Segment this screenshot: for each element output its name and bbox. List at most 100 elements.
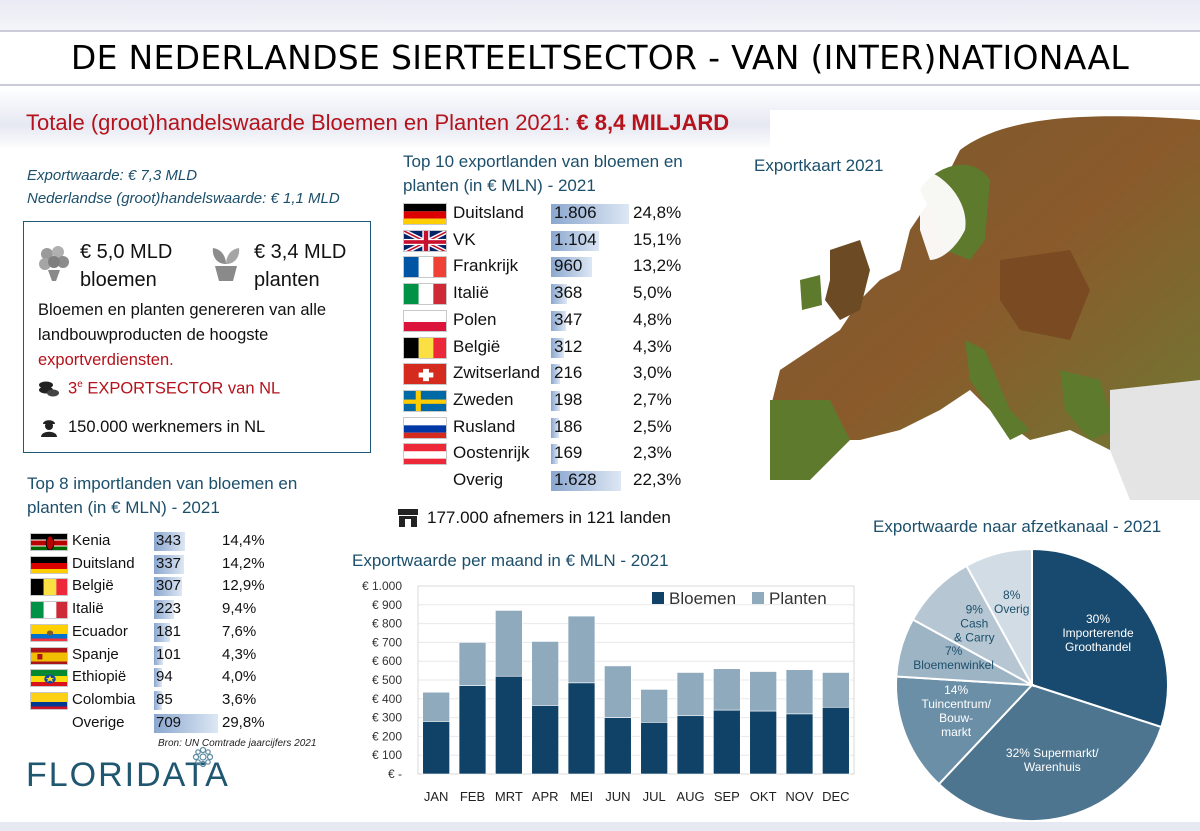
info-paragraph: Bloemen en planten genereren van alle la… [38,298,368,373]
top10-value: 368 [554,283,583,303]
legend-label: Planten [769,589,827,608]
plants-value: € 3,4 MLD [254,241,347,263]
x-tick-label: SEP [714,789,740,804]
top8-value: 181 [156,622,182,640]
x-tick-label: AUG [676,789,704,804]
bar-planten [822,672,850,708]
top8-percentage: 14,4% [222,532,265,549]
pie-slice [1031,547,1169,729]
flag-pl-icon [403,309,447,332]
map-title: Exportkaart 2021 [754,156,884,175]
monthly-export-chart: Exportwaarde per maand in € MLN - 2021 €… [352,551,855,804]
top10-value-bar [551,444,559,465]
top10-country-name: Zwitserland [453,363,540,383]
top8-row: Colombia 85 3,6% [30,689,330,711]
top10-row: Duitsland 1.806 24,8% [403,201,723,227]
top10-row: Overig 1.628 22,3% [403,468,723,494]
y-tick-label: € 500 [372,673,402,687]
top8-percentage: 4,0% [222,668,257,686]
x-tick-label: JAN [424,789,449,804]
top10-country-name: Frankrijk [453,256,519,276]
x-tick-label: FEB [460,789,485,804]
top8-percentage: 4,3% [222,645,257,663]
top8-title: Top 8 importlanden van bloemen en plante… [27,474,298,517]
top10-row: Frankrijk 960 13,2% [403,254,723,280]
top10-row: Zwitserland 216 3,0% [403,361,723,387]
top8-value-bar [154,713,218,733]
top10-value: 186 [554,416,583,436]
export-sector-text: 3e EXPORTSECTOR van NL [68,379,280,399]
top8-country-name: Colombia [72,690,136,708]
export-value-line: Exportwaarde: € 7,3 MLD [27,167,198,184]
info-paragraph-highlight: exportverdiensten. [38,351,174,369]
top8-value: 307 [156,577,182,595]
y-tick-label: € 800 [372,617,402,631]
y-tick-label: € 1.000 [362,579,402,593]
top-decor-bar [0,0,1200,30]
top8-value-bar [154,622,171,642]
logo-flower-icon [192,746,214,768]
source-note: Bron: UN Comtrade jaarcijfers 2021 [158,738,317,749]
bar-bloemen [567,682,596,775]
subtitle: Totale (groot)handelswaarde Bloemen en P… [26,110,729,136]
top8-value: 85 [156,690,173,708]
flag-de-icon [403,203,447,225]
flag-es-icon [30,646,68,665]
logo: FLORIDATA [26,756,230,794]
plot-frame [417,585,855,775]
top8-country-name: Spanje [72,645,119,663]
pie-slice-label: 14% Tuincentrum/Bouw-markt [921,683,991,739]
x-tick-label: DEC [822,789,849,804]
workers-row: 150.000 werknemers in NL [38,416,265,438]
top10-value-bar [551,337,565,358]
top10-country-name: Oostenrijk [453,443,530,463]
top8-value: 337 [156,554,182,572]
y-tick-label: € 300 [372,711,402,725]
flag-ch-icon [403,363,447,386]
customers-row: 177.000 afnemers in 121 landen [397,508,671,528]
bar-bloemen [749,710,777,775]
top8-value: 101 [156,645,182,663]
sector-label: EXPORTSECTOR van NL [82,379,281,398]
info-paragraph-text: Bloemen en planten genereren van alle la… [38,301,327,344]
bar-chart-title: Exportwaarde per maand in € MLN - 2021 [352,551,669,570]
top10-row: Italië 368 5,0% [403,281,723,307]
bar-planten [495,610,523,677]
top10-value: 216 [554,363,583,383]
bottom-decor-bar [0,822,1200,831]
top8-country-name: Overige [72,713,125,731]
bar-bloemen [531,705,559,775]
top10-row: Oostenrijk 169 2,3% [403,441,723,467]
bar-planten [713,668,741,711]
top10-value-bar [551,364,561,385]
top8-row: Duitsland 337 14,2% [30,553,330,575]
top10-percentage: 5,0% [633,283,672,303]
bar-planten [785,669,814,715]
plants-label: planten [254,269,320,291]
top10-country-name: Overig [453,470,504,489]
flag-uk-icon [403,229,447,252]
y-tick-label: € 900 [372,598,402,612]
pie-slice-label: 30% Importerende Groothandel [1062,612,1134,654]
sector-rank-suffix: e [77,379,83,391]
top10-percentage: 24,8% [633,203,682,222]
top10-value-bar [551,204,629,224]
flag-be-icon [30,578,68,597]
x-tick-label: APR [532,789,559,804]
top8-row: Ethiopië 94 4,0% [30,666,330,688]
flag-fr-icon [403,256,447,279]
top10-value-bar [551,390,560,411]
top10-row: Rusland 186 2,5% [403,415,723,441]
flag-de-icon [30,555,68,574]
flag-be-icon [403,336,447,359]
top8-percentage: 9,4% [222,600,257,618]
top10-percentage: 2,3% [633,443,672,463]
bar-bloemen [676,715,705,775]
top10-title: Top 10 exportlanden van bloemen en plant… [403,152,683,195]
pie-slice [937,683,1163,822]
top8-value: 223 [156,600,182,618]
top8-value: 709 [156,713,182,731]
worker-icon [41,420,57,437]
top8-percentage: 14,2% [222,554,265,572]
top8-row: Italië 223 9,4% [30,598,330,620]
